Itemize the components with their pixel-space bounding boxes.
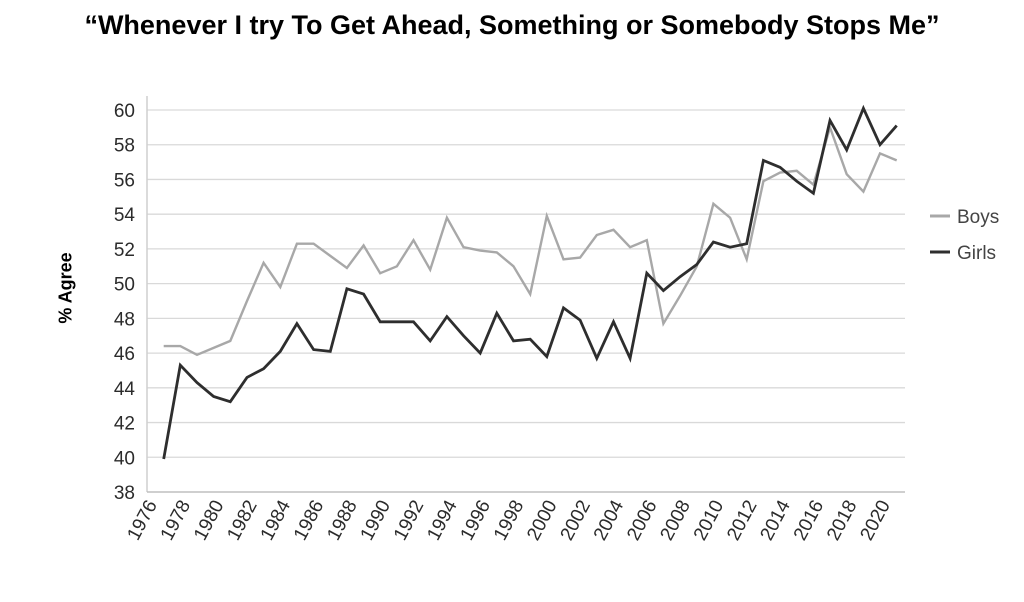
y-tick-label: 40 bbox=[114, 448, 135, 469]
axes bbox=[146, 96, 905, 493]
legend-label-boys: Boys bbox=[957, 207, 999, 228]
y-tick-label: 50 bbox=[114, 275, 135, 296]
x-tick-label: 2008 bbox=[657, 497, 695, 544]
y-tick-label: 46 bbox=[114, 344, 135, 365]
x-tick-label: 1990 bbox=[357, 497, 395, 544]
x-tick-label: 1984 bbox=[257, 496, 296, 544]
y-tick-label: 58 bbox=[114, 136, 135, 157]
chart-title: “Whenever I try To Get Ahead, Something … bbox=[84, 10, 940, 40]
x-tick-label: 2000 bbox=[523, 497, 561, 544]
x-tick-label: 1998 bbox=[490, 497, 528, 544]
legend: Boys Girls bbox=[930, 207, 999, 264]
x-tick-label: 1982 bbox=[223, 497, 261, 544]
legend-label-girls: Girls bbox=[957, 243, 996, 264]
x-tick-label: 2004 bbox=[590, 496, 629, 544]
x-tick-label: 2010 bbox=[690, 497, 728, 544]
y-tick-label: 56 bbox=[114, 170, 135, 191]
x-tick-label: 2002 bbox=[557, 497, 595, 544]
x-tick-label: 1996 bbox=[457, 497, 495, 544]
x-tick-label: 2012 bbox=[723, 497, 761, 544]
x-tick-label: 2018 bbox=[823, 497, 861, 544]
series-lines bbox=[162, 104, 898, 460]
x-tick-label: 1988 bbox=[323, 497, 361, 544]
x-tick-labels: 1976197819801982198419861988199019921994… bbox=[123, 496, 894, 544]
x-tick-label: 1978 bbox=[157, 497, 195, 544]
x-tick-label: 2014 bbox=[757, 496, 796, 544]
y-tick-label: 48 bbox=[114, 309, 135, 330]
y-tick-label: 42 bbox=[114, 414, 135, 435]
x-tick-label: 2020 bbox=[856, 497, 894, 544]
y-tick-label: 60 bbox=[114, 101, 135, 122]
x-tick-label: 1986 bbox=[290, 497, 328, 544]
gridlines bbox=[147, 109, 905, 458]
x-tick-label: 2016 bbox=[790, 497, 828, 544]
x-tick-label: 1980 bbox=[190, 497, 228, 544]
y-tick-labels: 38 40 42 44 46 48 50 52 54 56 58 60 bbox=[114, 101, 136, 504]
y-tick-label: 44 bbox=[114, 379, 136, 400]
y-tick-label: 54 bbox=[114, 205, 136, 226]
y-tick-label: 52 bbox=[114, 240, 135, 261]
x-tick-label: 2006 bbox=[623, 497, 661, 544]
x-tick-label: 1994 bbox=[423, 496, 462, 544]
x-tick-label: 1992 bbox=[390, 497, 428, 544]
series-line-girls bbox=[162, 104, 898, 460]
y-tick-label: 38 bbox=[114, 483, 135, 504]
series-line-boys bbox=[163, 123, 898, 357]
